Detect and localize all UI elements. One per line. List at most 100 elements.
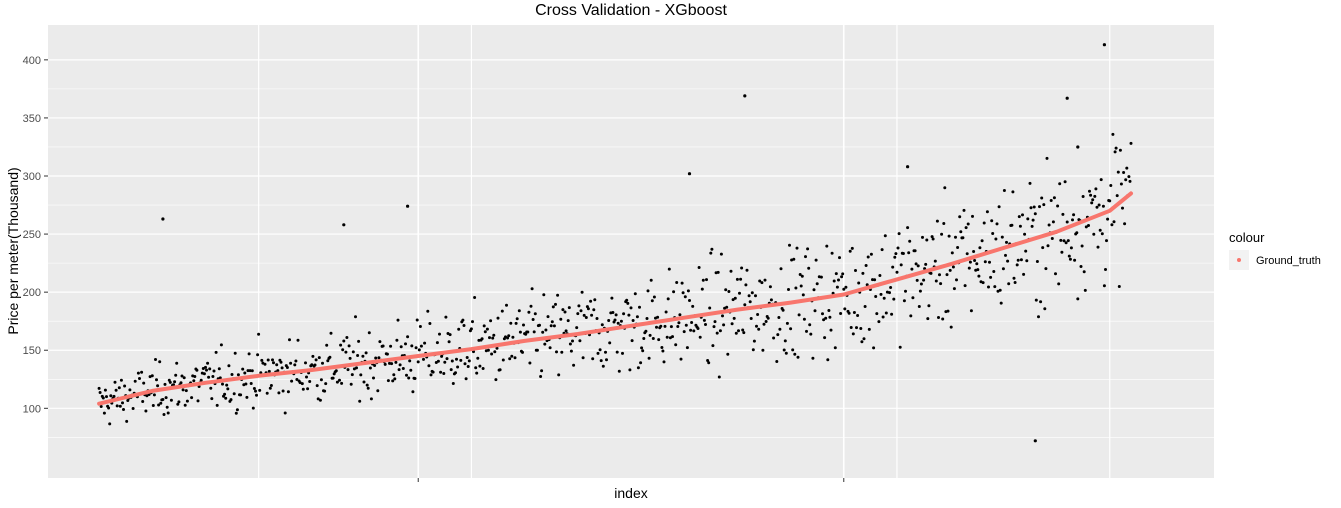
prediction-point [131, 407, 135, 410]
prediction-point [671, 335, 674, 339]
prediction-point [315, 384, 319, 388]
legend-label-ground-truth: Ground_truth [1256, 255, 1321, 267]
prediction-point [600, 323, 604, 327]
prediction-point [546, 315, 550, 319]
prediction-point [150, 374, 154, 378]
prediction-point [1116, 170, 1120, 174]
prediction-point [257, 332, 261, 336]
prediction-point [1109, 184, 1113, 187]
legend-title: colour [1229, 230, 1265, 245]
prediction-point [581, 356, 585, 360]
prediction-point [411, 390, 415, 394]
prediction-point [1100, 232, 1104, 236]
prediction-point [680, 281, 684, 285]
prediction-point [317, 356, 321, 360]
prediction-point [435, 341, 439, 345]
prediction-point [833, 346, 837, 350]
prediction-point [883, 234, 887, 238]
prediction-point [230, 373, 234, 376]
prediction-point [749, 317, 753, 320]
prediction-point [675, 281, 679, 284]
prediction-point [383, 362, 387, 366]
prediction-point [804, 255, 807, 259]
prediction-point [611, 311, 615, 314]
prediction-point [988, 260, 991, 264]
prediction-point [1117, 285, 1121, 288]
prediction-point [908, 239, 912, 243]
prediction-point [701, 278, 705, 282]
prediction-point [926, 317, 930, 321]
prediction-point [1115, 194, 1119, 198]
prediction-point [889, 286, 893, 289]
prediction-point [1061, 212, 1065, 216]
prediction-point [155, 378, 158, 382]
prediction-point [112, 394, 116, 398]
prediction-point [615, 350, 619, 354]
prediction-point [277, 391, 281, 395]
prediction-point [674, 343, 678, 347]
prediction-point [101, 396, 105, 400]
prediction-point [1022, 272, 1026, 276]
prediction-point [321, 361, 324, 365]
prediction-point [860, 340, 864, 344]
prediction-point [419, 344, 423, 348]
prediction-point [401, 367, 405, 370]
prediction-point [925, 238, 929, 242]
prediction-point [764, 320, 768, 323]
prediction-point [952, 287, 956, 291]
prediction-point [768, 285, 772, 289]
prediction-point [219, 343, 223, 347]
plot-panel [48, 25, 1214, 478]
prediction-point [991, 232, 995, 235]
prediction-point [456, 365, 460, 369]
prediction-point [526, 330, 530, 334]
prediction-point [891, 265, 895, 269]
prediction-point [745, 268, 749, 272]
prediction-point [1079, 265, 1083, 268]
prediction-point [145, 394, 149, 398]
prediction-point [862, 337, 866, 341]
prediction-point [1098, 228, 1102, 232]
prediction-point [799, 284, 803, 288]
prediction-point [342, 339, 346, 343]
prediction-point [961, 236, 965, 240]
prediction-point [341, 348, 345, 352]
prediction-point [233, 351, 237, 355]
prediction-point [967, 266, 971, 270]
prediction-point [721, 314, 724, 318]
prediction-point [639, 361, 643, 365]
prediction-point [564, 329, 568, 333]
prediction-point [605, 358, 608, 362]
prediction-point [812, 288, 816, 292]
prediction-point [691, 304, 695, 308]
prediction-point [265, 391, 269, 395]
prediction-point [521, 350, 524, 354]
prediction-point [359, 373, 363, 377]
prediction-point [1071, 218, 1074, 222]
prediction-point [211, 375, 215, 378]
prediction-point [798, 273, 802, 276]
prediction-point [761, 348, 765, 352]
prediction-point [949, 325, 953, 329]
prediction-point [571, 339, 574, 343]
prediction-point [399, 345, 403, 349]
prediction-point [168, 380, 172, 384]
prediction-point [1099, 178, 1103, 182]
prediction-point [910, 267, 914, 271]
prediction-point [540, 369, 544, 373]
prediction-point [617, 369, 621, 373]
prediction-point [532, 330, 536, 334]
prediction-point [272, 361, 275, 365]
prediction-point [157, 403, 161, 407]
prediction-point [1108, 199, 1112, 203]
prediction-point [305, 375, 308, 379]
prediction-point [628, 368, 632, 372]
prediction-point [750, 291, 754, 295]
prediction-point [541, 330, 545, 334]
prediction-point [250, 369, 254, 373]
prediction-point [1030, 224, 1034, 228]
prediction-point [244, 382, 248, 386]
prediction-point [940, 232, 944, 236]
prediction-point [866, 255, 870, 259]
prediction-point [152, 393, 156, 397]
